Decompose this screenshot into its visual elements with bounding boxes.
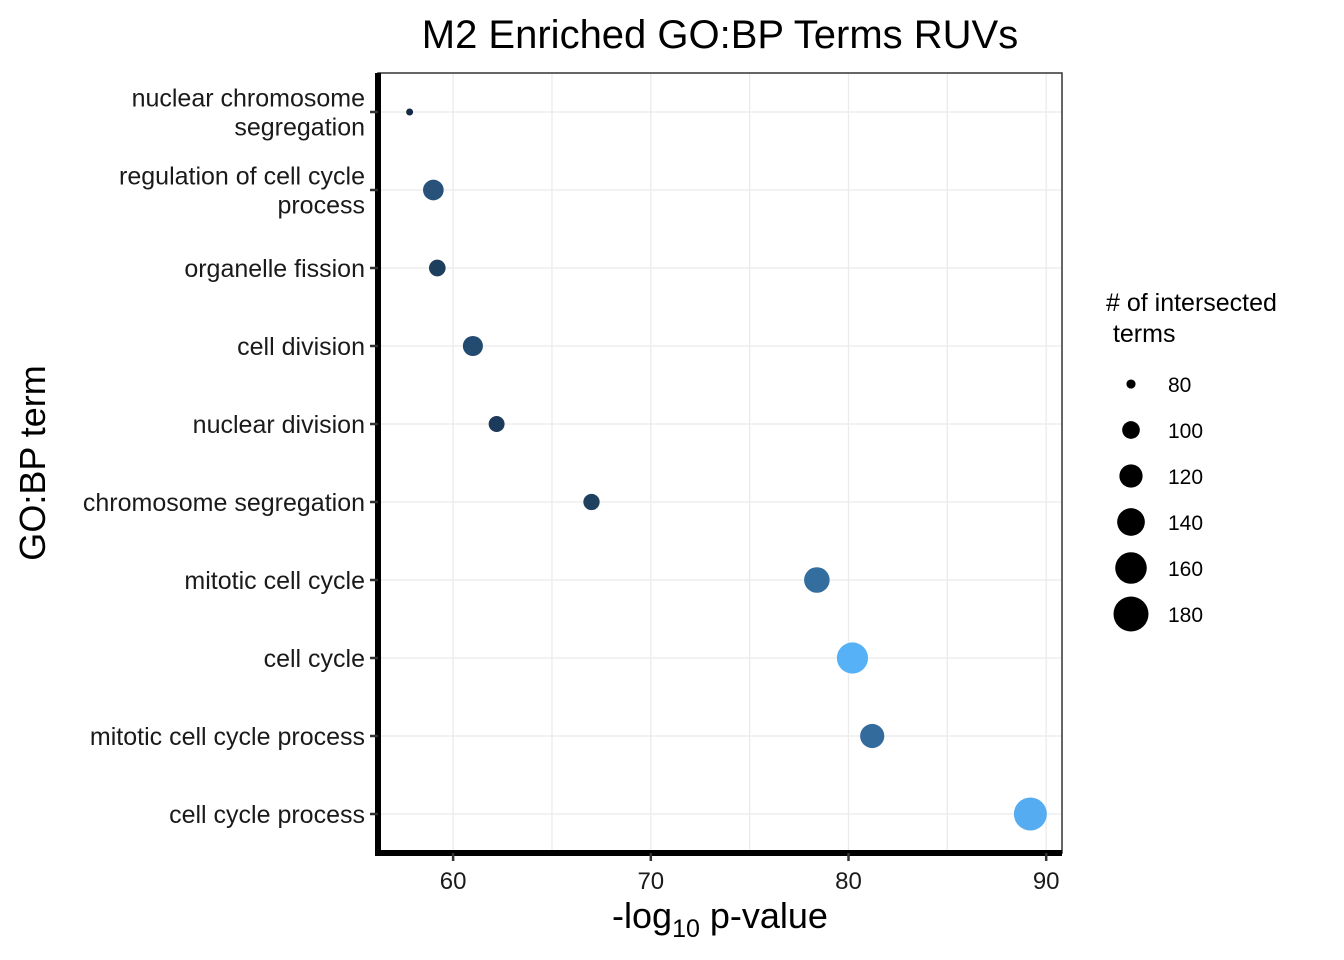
data-point (488, 416, 505, 432)
data-point (836, 642, 869, 674)
x-axis-title: -log10 p-value (612, 895, 828, 943)
legend-label: 140 (1168, 512, 1203, 535)
y-tick-label: cell cycle process (169, 801, 365, 829)
y-tick-label: mitotic cell cycle (184, 567, 365, 595)
data-points (406, 108, 1047, 831)
data-point (462, 335, 483, 357)
data-point (428, 259, 446, 277)
y-tick-label: organelle fission (184, 255, 365, 283)
legend-key (1117, 508, 1145, 536)
data-point (423, 179, 444, 201)
chart-title: M2 Enriched GO:BP Terms RUVs (422, 13, 1018, 57)
legend-key (1115, 552, 1147, 584)
y-tick-label: cell division (237, 333, 365, 361)
y-axis-title: GO:BP term (12, 365, 53, 560)
x-axis-title-post: p-value (700, 895, 828, 936)
legend-key (1126, 379, 1136, 389)
data-point (406, 108, 414, 116)
legend-label: 80 (1168, 374, 1191, 397)
legend-label: 120 (1168, 466, 1203, 489)
size-legend: # of intersected terms 80 100 120 140 160 180 (1106, 289, 1277, 632)
x-axis-ticks: 60 70 80 90 (440, 853, 1060, 895)
legend-title: # of intersected terms (1106, 289, 1277, 348)
x-tick-label: 60 (440, 868, 467, 895)
y-tick-label: regulation of cell cycle process (119, 163, 365, 220)
x-tick-label: 80 (835, 868, 862, 895)
y-tick-label: nuclear division (193, 411, 365, 439)
y-tick-label: mitotic cell cycle process (90, 723, 365, 751)
y-tick-label: cell cycle (264, 645, 365, 673)
data-point (804, 567, 830, 593)
y-tick-label: chromosome segregation (83, 489, 365, 517)
legend-label: 160 (1168, 558, 1203, 581)
legend-label: 180 (1168, 604, 1203, 627)
data-point (1013, 797, 1047, 831)
legend-key (1113, 596, 1149, 632)
plot-grid (378, 73, 1062, 853)
x-tick-label: 90 (1033, 868, 1060, 895)
x-axis-title-pre: -log (612, 895, 672, 936)
x-axis-title-sub: 10 (672, 915, 700, 943)
legend-label: 100 (1168, 420, 1203, 443)
legend-key (1122, 421, 1140, 439)
y-tick-label: nuclear chromosome segregation (132, 85, 365, 142)
legend-key (1119, 464, 1143, 488)
data-point (860, 723, 885, 749)
data-point (583, 493, 600, 511)
y-axis-ticks: nuclear chromosome segregation regulation … (83, 85, 378, 829)
x-tick-label: 70 (637, 868, 664, 895)
